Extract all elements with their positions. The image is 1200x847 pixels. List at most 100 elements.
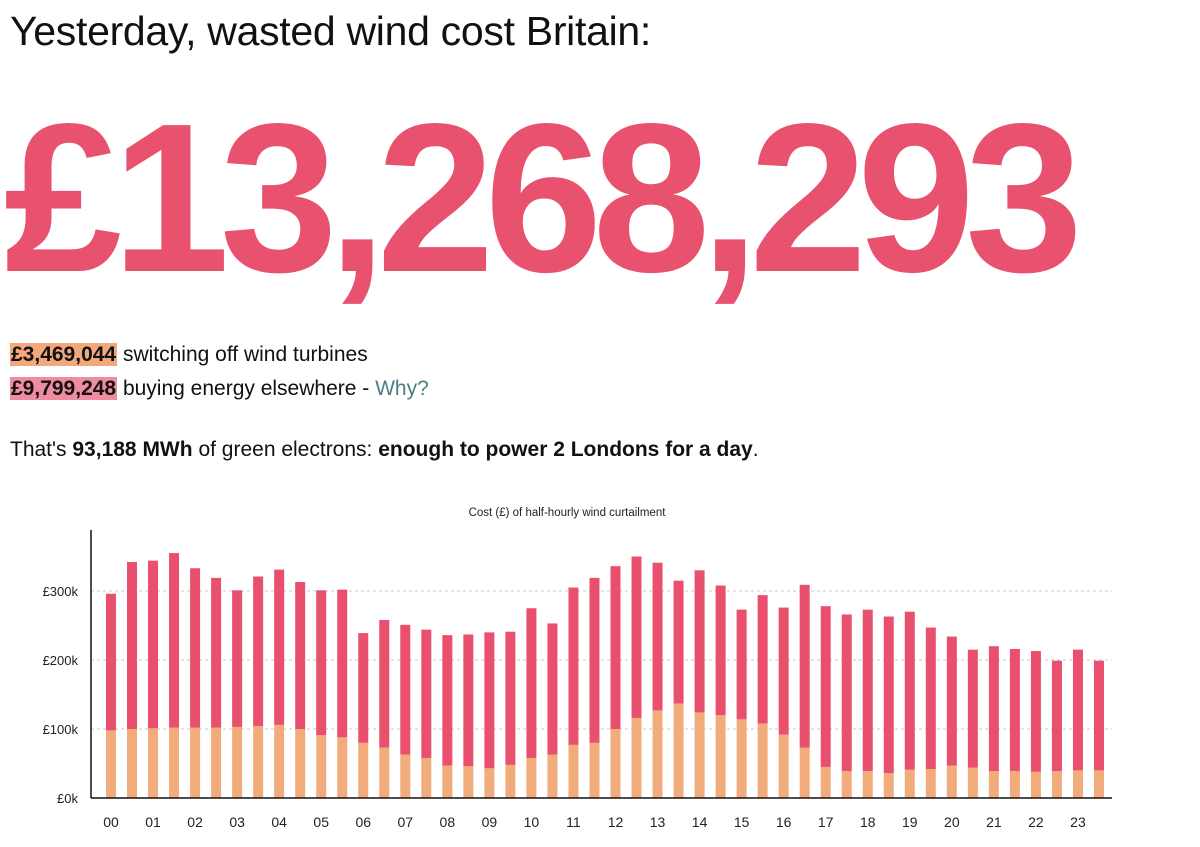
bar-segment-turbines <box>946 765 957 798</box>
x-tick-label: 08 <box>440 814 456 830</box>
bar-segment-elsewhere <box>610 566 621 729</box>
bar-segment-elsewhere <box>379 619 390 748</box>
bar-segment-elsewhere <box>400 624 411 755</box>
bar-segment-turbines <box>589 742 600 798</box>
bar-segment-turbines <box>106 730 116 798</box>
elsewhere-amount: £9,799,248 <box>10 377 118 400</box>
bar-segment-turbines <box>358 742 369 798</box>
bar-segment-elsewhere <box>358 633 369 743</box>
bar-segment-elsewhere <box>421 629 432 758</box>
bar-segment-elsewhere <box>568 587 579 745</box>
bar-segment-turbines <box>988 771 999 798</box>
turbines-amount: £3,469,044 <box>10 343 118 366</box>
chart-title: Cost (£) of half-hourly wind curtailment <box>469 507 667 519</box>
x-tick-label: 19 <box>902 814 918 830</box>
bar-segment-elsewhere <box>778 607 789 735</box>
bar-segment-elsewhere <box>274 569 285 725</box>
bar-segment-elsewhere <box>904 611 915 770</box>
bar-segment-turbines <box>715 715 726 798</box>
x-tick-label: 21 <box>986 814 1002 830</box>
x-tick-label: 23 <box>1070 814 1086 830</box>
bar-segment-turbines <box>568 744 579 798</box>
bar-segment-elsewhere <box>925 627 936 770</box>
bar-segment-turbines <box>862 771 873 798</box>
bar-segment-turbines <box>421 757 432 798</box>
y-tick-label: £0k <box>57 791 78 806</box>
bar-segment-elsewhere <box>190 568 201 728</box>
bar-segment-turbines <box>127 729 138 798</box>
bar-segment-elsewhere <box>442 635 453 766</box>
x-tick-label: 18 <box>860 814 876 830</box>
curtailment-chart: Cost (£) of half-hourly wind curtailment… <box>43 507 1112 830</box>
bar-segment-elsewhere <box>967 649 978 768</box>
x-tick-label: 00 <box>103 814 119 830</box>
y-tick-label: £300k <box>43 584 79 599</box>
summary-energy: 93,188 MWh <box>72 438 193 461</box>
bar-segment-elsewhere <box>526 608 537 758</box>
bar-segment-elsewhere <box>736 609 747 720</box>
why-link[interactable]: Why? <box>375 377 429 400</box>
summary-middle: of green electrons: <box>198 438 373 461</box>
bar-segment-turbines <box>757 723 768 798</box>
bar-segment-turbines <box>337 737 348 798</box>
x-tick-label: 04 <box>271 814 287 830</box>
bar-segment-elsewhere <box>1072 649 1083 771</box>
bar-segment-elsewhere <box>757 595 768 724</box>
bar-segment-elsewhere <box>1051 660 1062 772</box>
total-cost: £13,268,293 <box>4 79 1083 316</box>
bar-segment-elsewhere <box>316 590 327 736</box>
bar-segment-elsewhere <box>106 593 116 731</box>
bar-segment-turbines <box>1093 770 1104 798</box>
bar-segment-elsewhere <box>211 577 222 728</box>
bar-segment-elsewhere <box>820 606 831 767</box>
bar-segment-elsewhere <box>127 562 138 729</box>
x-tick-label: 20 <box>944 814 960 830</box>
bar-segment-turbines <box>1072 770 1083 798</box>
x-tick-label: 13 <box>650 814 666 830</box>
bar-segment-elsewhere <box>799 584 810 748</box>
bar-segment-turbines <box>232 726 243 798</box>
bar-segment-turbines <box>442 765 453 798</box>
bar-segment-turbines <box>547 754 558 798</box>
bar-segment-elsewhere <box>295 582 306 729</box>
bar-segment-turbines <box>925 769 936 798</box>
breakdown-turbines-row: £3,469,044 switching off wind turbines <box>10 338 429 372</box>
bar-segment-elsewhere <box>589 577 600 743</box>
x-tick-label: 15 <box>734 814 750 830</box>
bar-segment-elsewhere <box>484 632 495 769</box>
x-tick-label: 07 <box>398 814 414 830</box>
bar-segment-turbines <box>1009 771 1020 798</box>
bar-segment-turbines <box>148 728 159 798</box>
breakdown-elsewhere-row: £9,799,248 buying energy elsewhere - Why… <box>10 372 429 406</box>
bar-segment-elsewhere <box>505 631 516 765</box>
bar-segment-elsewhere <box>652 562 663 711</box>
bar-segment-turbines <box>526 757 537 798</box>
bar-segment-turbines <box>211 727 222 798</box>
x-tick-label: 17 <box>818 814 834 830</box>
bar-segment-turbines <box>610 729 621 798</box>
x-tick-label: 05 <box>313 814 329 830</box>
bar-segment-elsewhere <box>169 553 180 728</box>
bar-segment-elsewhere <box>253 576 264 727</box>
bar-segment-elsewhere <box>1030 651 1041 772</box>
x-tick-label: 09 <box>482 814 498 830</box>
bar-segment-elsewhere <box>631 556 642 718</box>
bar-segment-elsewhere <box>715 585 726 716</box>
bar-segment-turbines <box>820 766 831 798</box>
x-tick-label: 11 <box>566 814 581 830</box>
bar-segment-turbines <box>631 717 642 798</box>
bar-segment-elsewhere <box>841 614 852 772</box>
turbines-label: switching off wind turbines <box>122 343 368 366</box>
bar-segment-turbines <box>694 712 705 798</box>
bar-segment-turbines <box>169 727 180 798</box>
bar-segment-turbines <box>736 719 747 798</box>
bar-segment-turbines <box>883 773 894 798</box>
x-tick-label: 02 <box>187 814 203 830</box>
x-tick-label: 10 <box>524 814 540 830</box>
bar-segment-elsewhere <box>232 590 243 727</box>
bar-segment-turbines <box>1051 771 1062 798</box>
bar-segment-turbines <box>841 771 852 798</box>
summary-prefix: That's <box>10 438 67 461</box>
bar-segment-turbines <box>253 726 264 798</box>
bar-segment-turbines <box>274 724 285 798</box>
